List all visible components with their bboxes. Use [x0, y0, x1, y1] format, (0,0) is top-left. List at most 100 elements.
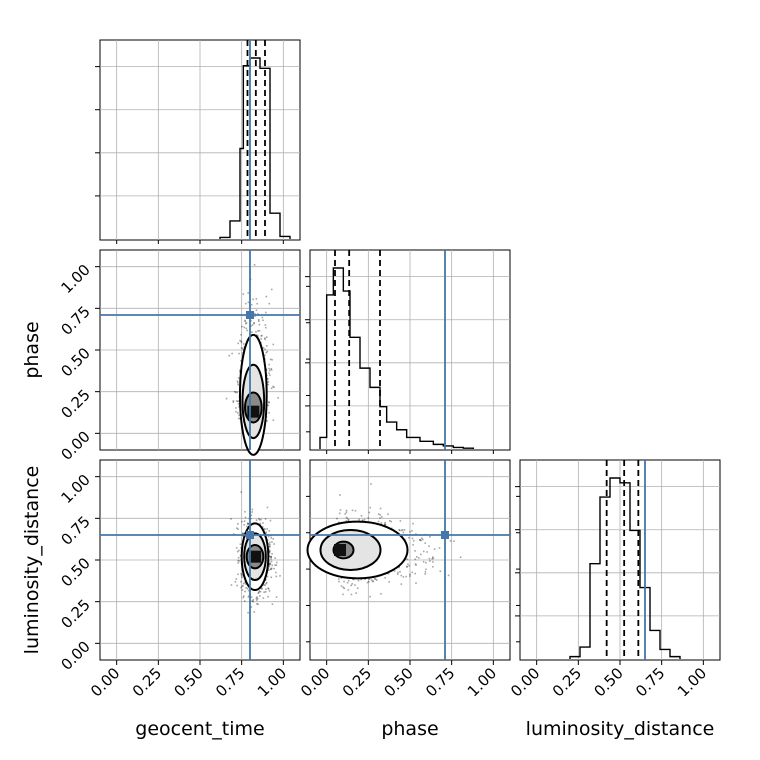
sample-point [258, 590, 261, 592]
sample-point [266, 374, 268, 377]
sample-point [344, 513, 346, 515]
sample-point [242, 533, 244, 535]
sample-point [236, 527, 238, 529]
sample-point [422, 550, 425, 553]
truth-marker [246, 531, 254, 539]
sample-point [343, 587, 346, 590]
sample-point [271, 541, 273, 543]
panel-geocent_time-vs-luminosity_distance [99, 459, 301, 661]
sample-point [397, 571, 399, 574]
sample-point [369, 595, 371, 598]
sample-point [354, 509, 357, 512]
sample-point [432, 565, 434, 568]
x-tick-label: 1.00 [464, 664, 500, 700]
sample-point [243, 532, 246, 535]
sample-point [238, 352, 240, 355]
sample-point [240, 341, 243, 344]
sample-point [244, 590, 246, 593]
sample-point [269, 563, 272, 565]
sample-point [247, 589, 250, 592]
sample-point [241, 585, 243, 588]
sample-point [239, 371, 241, 373]
sample-point [433, 548, 436, 550]
sample-point [354, 584, 356, 586]
sample-point [256, 302, 259, 305]
sample-point [243, 600, 246, 603]
sample-point [257, 592, 260, 595]
sample-point [414, 558, 417, 561]
sample-point [261, 526, 264, 528]
sample-point [240, 572, 242, 575]
sample-point [237, 377, 240, 379]
sample-point [235, 547, 238, 549]
x-tick-label: 0.50 [590, 664, 626, 700]
sample-point [266, 345, 268, 347]
sample-point [252, 298, 254, 301]
sample-point [256, 334, 258, 336]
sample-point [406, 565, 408, 568]
sample-point [269, 519, 272, 522]
sample-point [417, 557, 420, 559]
sample-point [268, 401, 270, 404]
sample-point [272, 385, 274, 388]
sample-point [368, 511, 371, 514]
sample-point [240, 340, 243, 342]
sample-point [346, 581, 349, 584]
sample-point [253, 264, 256, 266]
sample-point [232, 401, 235, 403]
sample-point [260, 587, 263, 590]
sample-point [251, 600, 253, 602]
sample-point [267, 587, 270, 590]
sample-point [246, 587, 249, 590]
sample-point [360, 514, 363, 517]
sample-point [338, 580, 340, 583]
sample-point [372, 580, 374, 583]
sample-point [411, 530, 413, 532]
sample-point [255, 331, 257, 333]
sample-point [236, 381, 239, 384]
sample-point [262, 597, 265, 599]
sample-point [243, 520, 246, 522]
sample-point [265, 295, 268, 298]
sample-point [346, 517, 349, 520]
sample-point [239, 369, 241, 372]
sample-point [258, 518, 261, 521]
sample-point [406, 558, 409, 561]
sample-point [275, 561, 278, 564]
sample-point [271, 603, 274, 605]
sample-point [268, 555, 271, 558]
sample-point [269, 543, 271, 546]
density-peak [247, 405, 260, 418]
sample-point [265, 311, 267, 314]
sample-point [240, 360, 242, 362]
sample-point [257, 330, 259, 332]
sample-point [275, 571, 277, 574]
sample-point [240, 546, 242, 549]
sample-point [275, 564, 278, 567]
sample-point [273, 543, 275, 545]
sample-point [240, 333, 242, 336]
sample-point [388, 519, 391, 522]
sample-point [268, 545, 271, 548]
sample-point [247, 301, 250, 304]
sample-point [368, 578, 371, 581]
y-tick-label: 1.00 [57, 261, 93, 297]
sample-point [345, 520, 348, 522]
sample-point [387, 513, 389, 516]
sample-point [363, 518, 366, 521]
sample-point [342, 586, 345, 589]
sample-point [414, 563, 417, 565]
sample-point [269, 374, 271, 376]
sample-point [253, 611, 256, 613]
sample-point [262, 522, 264, 524]
sample-point [270, 558, 272, 560]
sample-point [264, 584, 266, 586]
sample-point [247, 596, 250, 598]
sample-point [254, 313, 257, 315]
sample-point [241, 520, 243, 523]
sample-point [390, 520, 393, 523]
sample-point [244, 319, 246, 322]
sample-point [268, 369, 271, 372]
sample-point [267, 595, 269, 598]
sample-point [270, 537, 273, 539]
